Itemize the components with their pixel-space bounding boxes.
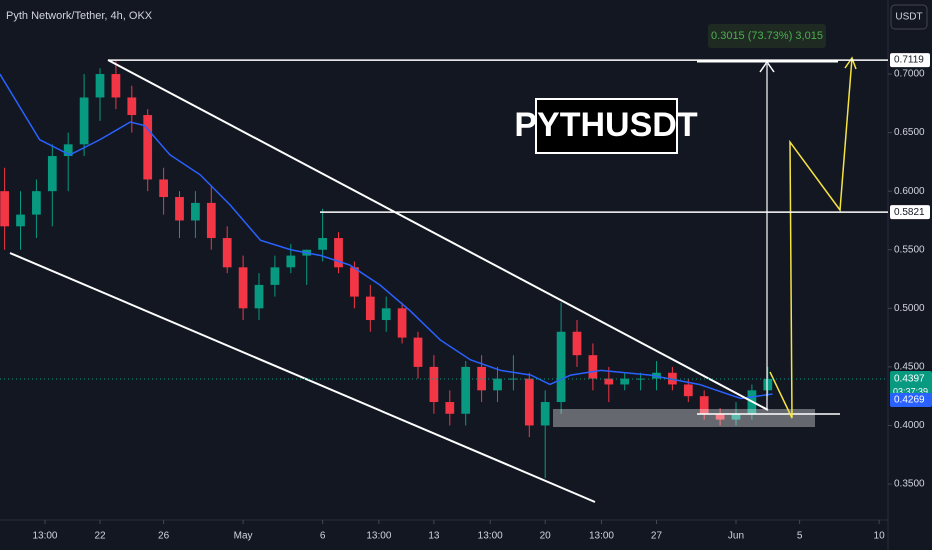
candle-body bbox=[381, 308, 391, 321]
x-tick-label: 13:00 bbox=[589, 531, 614, 542]
level-tag bbox=[890, 205, 930, 220]
x-tick-label: 13:00 bbox=[478, 531, 503, 542]
y-tick-label: 0.4500 bbox=[894, 362, 925, 373]
candle-body bbox=[206, 202, 216, 239]
candle-body bbox=[47, 156, 57, 192]
candle-body bbox=[413, 337, 423, 367]
candle-body bbox=[397, 308, 407, 338]
candle-body bbox=[461, 366, 471, 414]
candle-body bbox=[191, 202, 200, 221]
currency[interactable]: USDT bbox=[895, 12, 922, 23]
x-tick-label: 20 bbox=[540, 531, 552, 542]
y-tick-label: 0.7000 bbox=[894, 69, 925, 80]
candle-body bbox=[79, 97, 89, 145]
candle-body bbox=[350, 267, 359, 297]
candle-body bbox=[222, 238, 232, 268]
candle-body bbox=[16, 214, 25, 227]
candle-body bbox=[556, 331, 566, 403]
currency-button[interactable] bbox=[890, 4, 928, 30]
x-tick-label: 26 bbox=[158, 531, 170, 542]
candle-body bbox=[32, 191, 41, 215]
candle-body bbox=[588, 355, 598, 379]
candle-body bbox=[318, 238, 327, 250]
countdown: 03:37:39 bbox=[893, 386, 928, 396]
y-tick-label: 0.3500 bbox=[894, 479, 925, 490]
y-tick-label: 0.6000 bbox=[894, 186, 925, 197]
candle-body bbox=[683, 384, 693, 397]
ma-tag bbox=[890, 392, 932, 407]
plot bbox=[0, 60, 773, 479]
candle-body bbox=[254, 284, 264, 309]
candle-body bbox=[572, 331, 582, 356]
projection-arrow bbox=[844, 56, 857, 70]
candle-body bbox=[0, 191, 9, 227]
level-label: 0.7119 bbox=[894, 55, 924, 66]
candle-body bbox=[334, 238, 343, 268]
y-tick-label: 0.5500 bbox=[894, 244, 925, 255]
candle-body bbox=[365, 296, 375, 321]
candle-body bbox=[604, 378, 614, 385]
symbol-label: PYTHUSDT bbox=[514, 106, 697, 144]
candle-body bbox=[477, 366, 486, 391]
x-tick-label: 13:00 bbox=[32, 531, 57, 542]
candle-body bbox=[763, 378, 773, 391]
x-tick-label: Jun bbox=[728, 531, 744, 542]
candle-body bbox=[127, 97, 137, 116]
x-tick-label: 13 bbox=[428, 531, 440, 542]
moving-average bbox=[0, 73, 773, 400]
candle-body bbox=[238, 267, 248, 309]
candle-body bbox=[429, 366, 439, 403]
symbol-box bbox=[535, 98, 678, 154]
candle-body bbox=[445, 402, 455, 414]
candle-body bbox=[270, 267, 280, 285]
x-tick-label: 27 bbox=[651, 531, 663, 542]
level-label: 0.5821 bbox=[894, 207, 925, 218]
last-price-tag bbox=[890, 370, 932, 399]
y-tick-label: 0.4000 bbox=[894, 420, 925, 431]
candle-body bbox=[159, 179, 168, 198]
support-zone bbox=[553, 409, 815, 427]
x-tick-label: 5 bbox=[797, 531, 803, 542]
candle-body bbox=[175, 197, 184, 221]
ma-label: 0.4269 bbox=[894, 395, 925, 406]
chart-title: Pyth Network/Tether, 4h, OKX bbox=[6, 10, 153, 22]
candle-body bbox=[524, 378, 534, 426]
projection-path bbox=[769, 57, 853, 419]
x-tick-label: 13:00 bbox=[366, 531, 391, 542]
candle-body bbox=[509, 378, 518, 380]
x-tick-label: 10 bbox=[874, 531, 886, 542]
candle-body bbox=[143, 115, 153, 180]
candle-body bbox=[286, 255, 296, 268]
candle-body bbox=[699, 396, 709, 414]
candle-body bbox=[620, 378, 630, 385]
candle-body bbox=[731, 413, 741, 420]
candle-body bbox=[111, 74, 121, 98]
candle-body bbox=[63, 144, 73, 157]
candle-body bbox=[493, 378, 502, 391]
candle-body bbox=[715, 413, 725, 420]
channel-upper bbox=[107, 59, 769, 411]
x-tick-label: May bbox=[234, 531, 253, 542]
candle-body bbox=[540, 402, 550, 426]
channel-lower bbox=[9, 252, 596, 503]
y-tick-label: 0.6500 bbox=[894, 127, 925, 138]
x-tick-label: 6 bbox=[320, 531, 326, 542]
x-tick-label: 22 bbox=[94, 531, 106, 542]
candle-body bbox=[95, 74, 105, 98]
last-price-label: 0.4397 bbox=[894, 374, 925, 385]
y-tick-label: 0.5000 bbox=[894, 303, 925, 314]
level-tag bbox=[890, 53, 930, 68]
annotation: 0.3015 (73.73%) 3,015 bbox=[711, 30, 823, 42]
annotation-box bbox=[708, 24, 826, 48]
